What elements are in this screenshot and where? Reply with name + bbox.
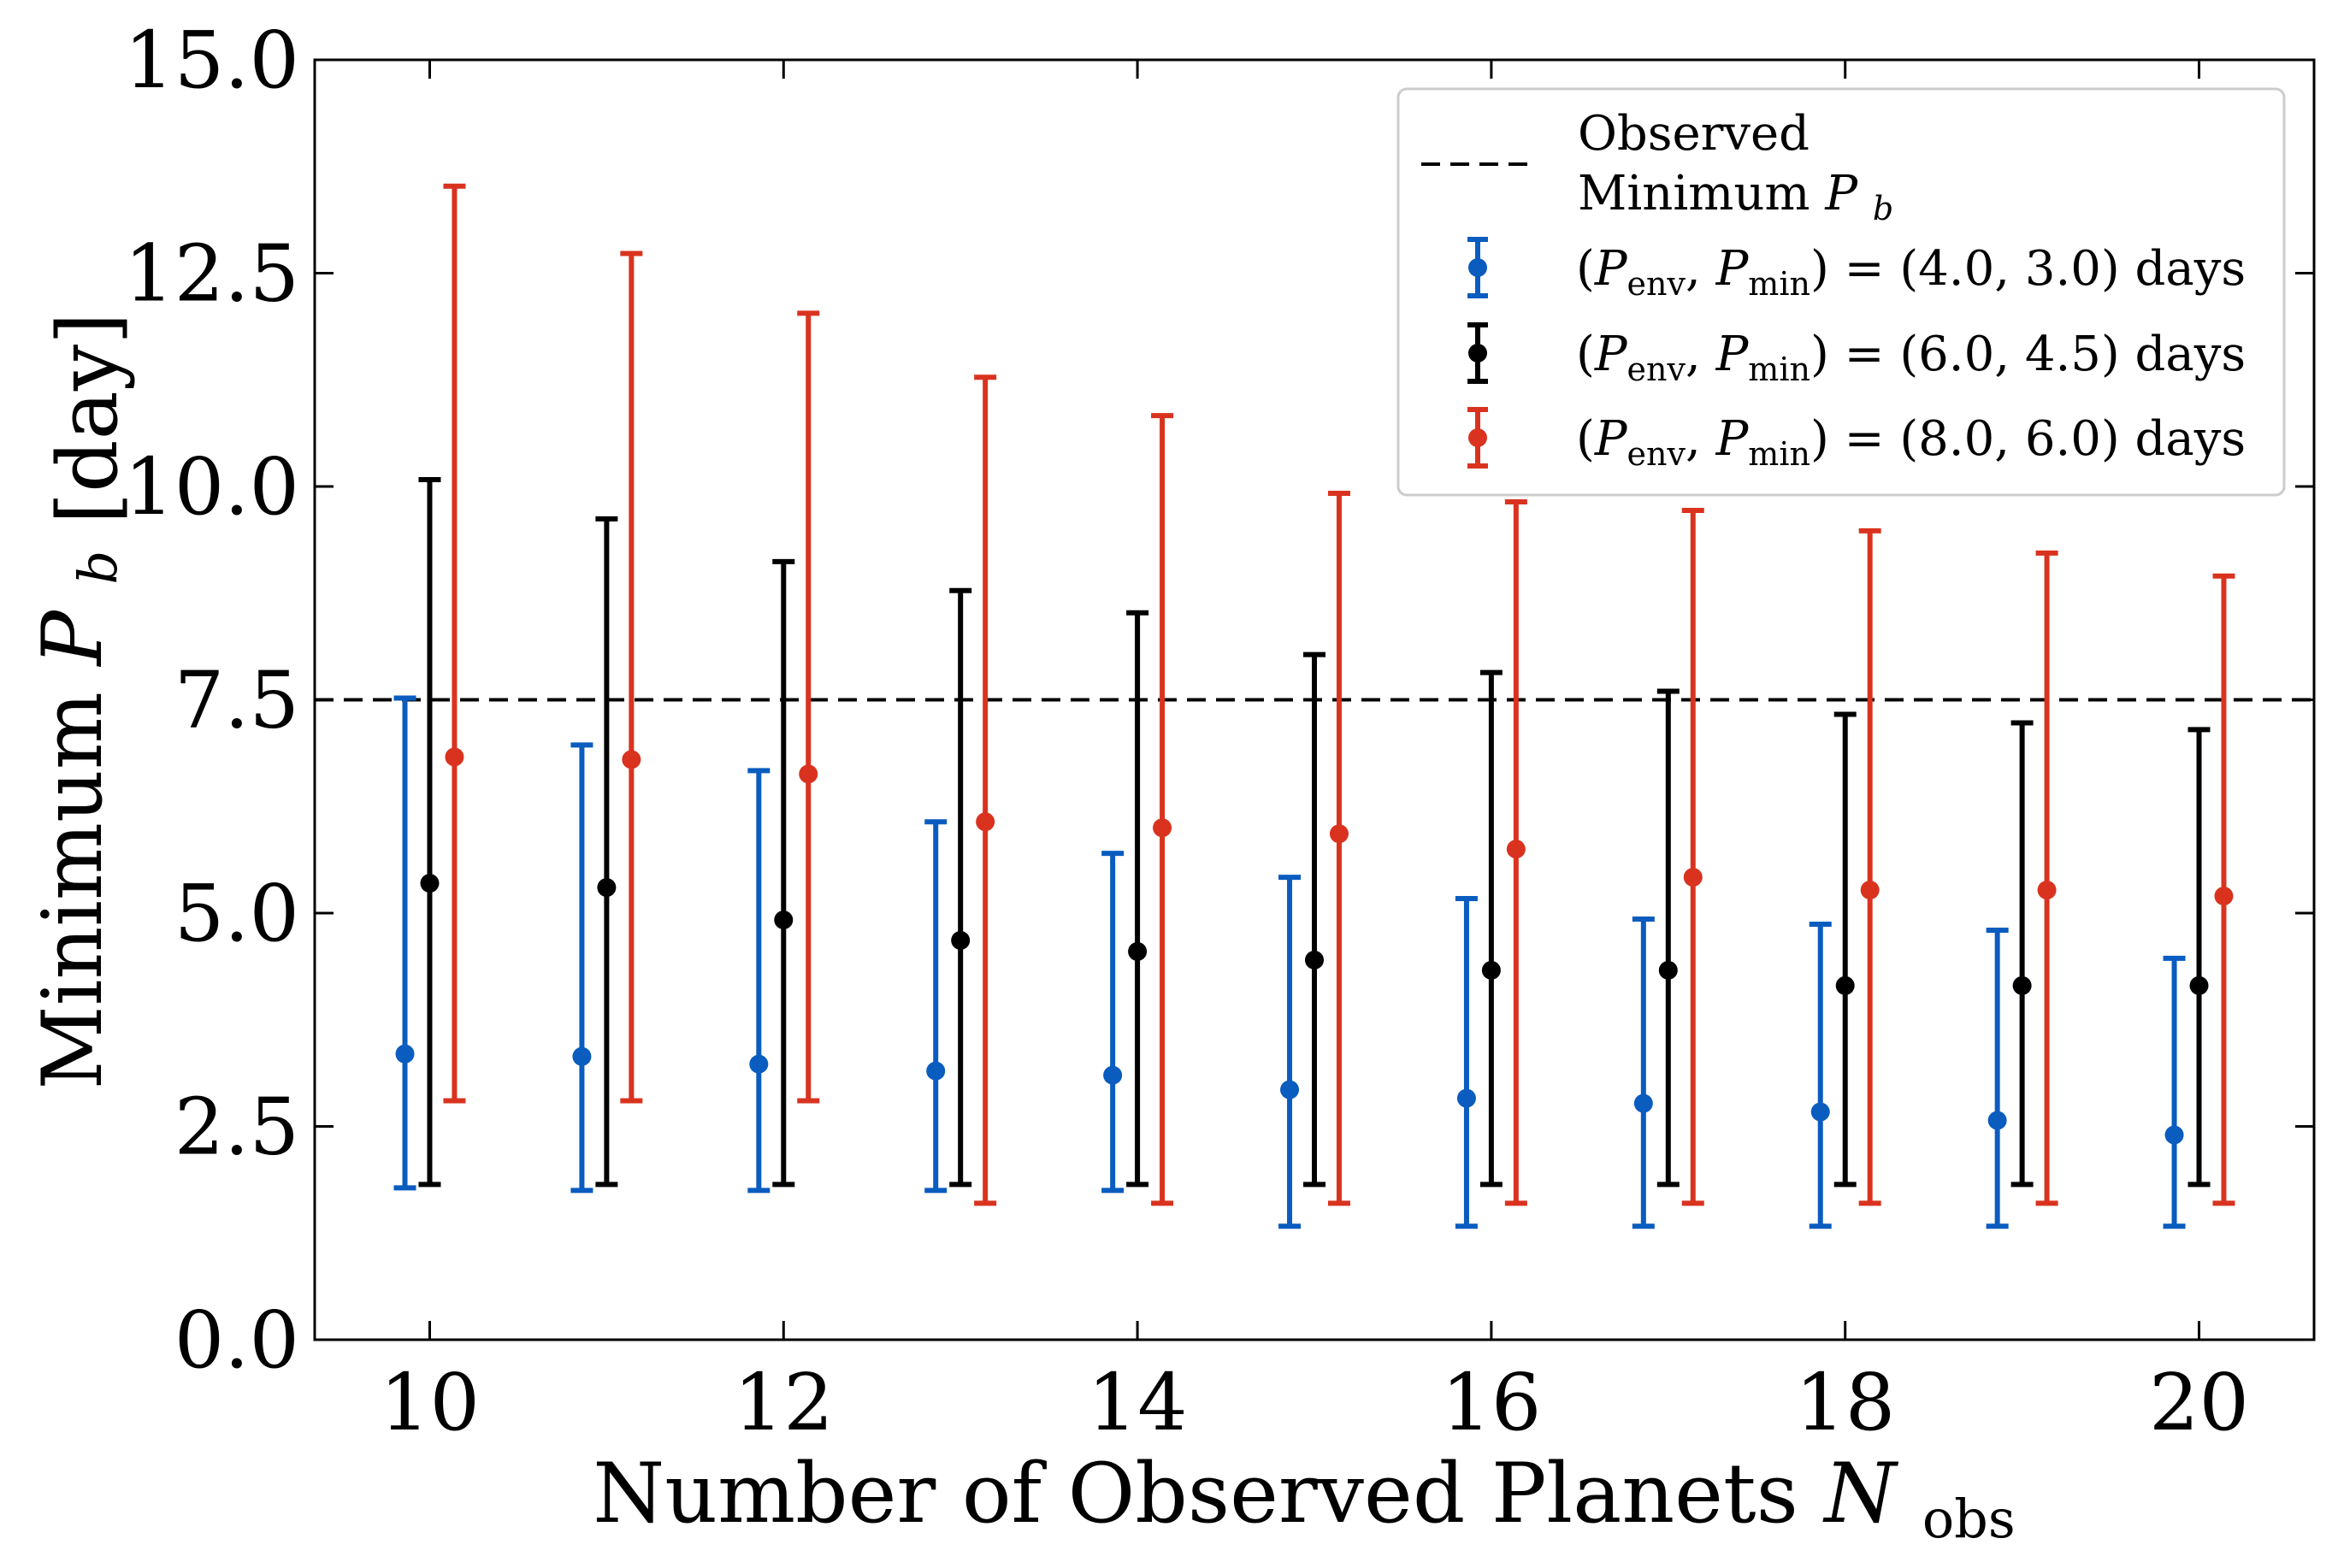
legend-entry-1: (Penv, Pmin) = (4.0, 3.0) days [1467,237,2246,303]
data-point [951,930,971,950]
y-axis-label-subscript: b [67,551,129,585]
legend-reference-label-text: Minimum [1578,166,1810,221]
x-tick-label: 18 [1795,1357,1895,1448]
data-point [2214,887,2234,906]
data-point [572,1046,592,1066]
legend-reference-label-symbol: P [1824,166,1858,221]
legend: Observed Minimum P b (Penv, Pmin) = (4.0… [1396,87,2286,497]
y-axis-label-symbol: P [25,610,121,668]
data-point [622,750,641,769]
data-point [1153,818,1172,838]
x-tick-label: 14 [1088,1357,1188,1448]
x-axis-label-symbol: N [1822,1446,1898,1541]
y-axis-label-unit: [day] [40,312,136,524]
y-axis-ticks: 0.0 2.5 5.0 7.5 10.0 12.5 15.0 [124,15,2314,1386]
data-point [1456,1088,1476,1108]
y-tick-label: 7.5 [174,655,299,746]
data-point [749,1054,769,1074]
legend-reference-label-line1: Observed [1578,106,1810,162]
legend-marker [1468,258,1487,277]
y-tick-label: 15.0 [124,15,299,106]
x-tick-label: 16 [1441,1357,1541,1448]
legend-label: (Penv, Pmin) = (6.0, 4.5) days [1576,327,2246,388]
data-point [1835,976,1855,995]
x-tick-label: 10 [380,1357,480,1448]
y-tick-label: 0.0 [174,1294,299,1386]
y-tick-label: 10.0 [124,441,299,533]
data-point [1810,1102,1830,1122]
y-axis-label-text: Minimum [25,692,121,1089]
y-tick-label: 12.5 [124,228,299,320]
data-point [926,1061,946,1081]
data-point [1987,1111,2007,1130]
legend-entry-3: (Penv, Pmin) = (8.0, 6.0) days [1467,407,2246,473]
data-point [1506,840,1526,859]
data-point [1280,1080,1300,1099]
y-tick-label: 2.5 [174,1082,299,1173]
data-point [2012,976,2032,995]
legend-marker [1468,428,1487,447]
x-axis-label-text: Number of Observed Planets [593,1446,1798,1541]
y-axis-label: Minimum P b [day] [25,312,136,1089]
legend-marker [1468,344,1487,363]
data-point [420,874,440,893]
data-point [597,878,617,898]
legend-label: (Penv, Pmin) = (4.0, 3.0) days [1576,241,2246,303]
x-axis-label: Number of Observed Planets N obs [593,1446,2015,1550]
series-1 [393,695,2186,1229]
legend-label: (Penv, Pmin) = (8.0, 6.0) days [1576,411,2246,473]
data-point [799,764,818,784]
data-point [1658,960,1678,980]
data-point [1481,960,1501,980]
data-point [1329,824,1349,844]
data-point [2037,881,2057,900]
legend-box [1396,87,2286,497]
data-point [976,812,995,832]
x-axis-label-subscript: obs [1922,1488,2016,1550]
legend-reference-label-line2: Minimum P b [1578,166,1893,227]
axes-frame [313,58,2316,1341]
legend-entry-2: (Penv, Pmin) = (6.0, 4.5) days [1467,322,2246,388]
data-point [774,910,794,929]
series-2 [418,477,2211,1188]
data-point [1683,868,1703,887]
data-point [1128,941,1148,961]
data-point [1103,1065,1123,1085]
x-tick-label: 20 [2149,1357,2249,1448]
data-point [445,747,464,767]
legend-entries: (Penv, Pmin) = (4.0, 3.0) days (Penv, Pmi… [1467,237,2246,473]
series-3 [443,183,2235,1206]
data-point [2189,976,2209,995]
data-point [1860,881,1880,900]
data-point [1633,1093,1653,1113]
x-tick-label: 12 [734,1357,834,1448]
legend-reference-label-subscript: b [1873,190,1893,227]
data-point [395,1044,415,1064]
data-point [1305,950,1324,970]
data-point [2164,1125,2184,1145]
x-axis-ticks: 10 12 14 16 18 20 [380,60,2249,1448]
y-tick-label: 5.0 [174,868,299,959]
series-layer [393,183,2235,1229]
